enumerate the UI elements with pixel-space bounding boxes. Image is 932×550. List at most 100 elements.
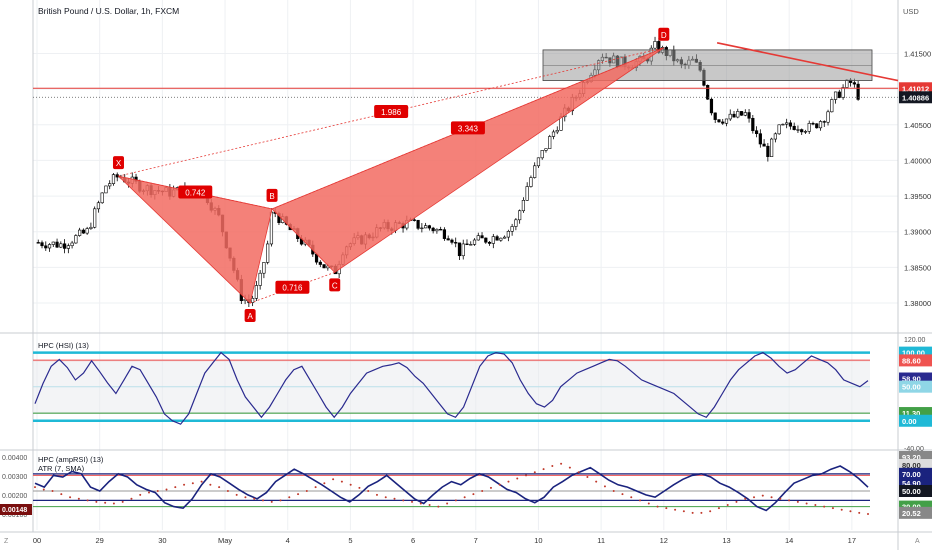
candle bbox=[762, 143, 766, 147]
atr-dot bbox=[551, 465, 554, 468]
candle bbox=[788, 122, 793, 127]
candle bbox=[424, 225, 428, 229]
amp-left-tick: 0.00200 bbox=[2, 493, 27, 500]
atr-dot bbox=[393, 497, 396, 500]
atr-dot bbox=[516, 477, 519, 480]
candle bbox=[803, 131, 808, 133]
candle bbox=[266, 243, 270, 263]
currency-label: USD bbox=[903, 7, 919, 16]
candle bbox=[856, 83, 860, 100]
candle bbox=[837, 91, 841, 98]
candle bbox=[258, 272, 262, 286]
atr-dot bbox=[788, 499, 791, 502]
atr-dot bbox=[375, 493, 378, 496]
atr-dot bbox=[498, 483, 501, 486]
candle bbox=[536, 157, 541, 167]
candle bbox=[766, 145, 770, 157]
atr-dot bbox=[577, 471, 580, 474]
point-label-d-text: D bbox=[661, 31, 667, 40]
point-label-b-text: B bbox=[269, 192, 274, 201]
candle bbox=[446, 238, 450, 241]
x-tick-label: 00 bbox=[33, 536, 41, 545]
ratio-line-bd bbox=[271, 47, 664, 210]
atr-dot bbox=[367, 490, 370, 492]
amp-series-line bbox=[34, 465, 869, 512]
atr-dot bbox=[454, 499, 457, 502]
atr-dot bbox=[244, 496, 247, 499]
atr-dot bbox=[42, 488, 45, 491]
point-label-c-bg bbox=[329, 278, 341, 292]
hsi-badge-1-text: 88.60 bbox=[902, 356, 921, 365]
candle bbox=[55, 241, 59, 248]
atr-dot bbox=[323, 482, 326, 485]
atr-dot bbox=[156, 490, 159, 492]
candle bbox=[420, 227, 424, 230]
zoom-icon: Z bbox=[4, 538, 9, 545]
candle bbox=[111, 174, 116, 184]
candle bbox=[773, 133, 777, 140]
atr-dot bbox=[533, 471, 536, 474]
candle bbox=[439, 228, 443, 231]
candle bbox=[833, 91, 838, 100]
x-tick-label: 7 bbox=[474, 536, 478, 545]
atr-dot bbox=[647, 502, 650, 505]
hsi-badge-2-text: 58.90 bbox=[902, 375, 921, 384]
atr-dot bbox=[349, 483, 352, 486]
x-tick-label: 13 bbox=[722, 536, 730, 545]
atr-dot bbox=[717, 507, 720, 510]
candle bbox=[454, 242, 458, 244]
candle bbox=[78, 229, 82, 236]
candle bbox=[44, 245, 48, 249]
candle bbox=[653, 41, 657, 49]
atr-dot bbox=[384, 496, 387, 499]
atr-dot bbox=[253, 497, 256, 500]
atr-dot bbox=[174, 486, 177, 489]
amp-title: HPC (ampRSI) (13) bbox=[38, 455, 104, 464]
candle bbox=[815, 123, 819, 129]
atr-dot bbox=[130, 497, 133, 500]
amp-badge-6: 20.52 bbox=[899, 506, 932, 519]
atr-dot bbox=[691, 511, 694, 514]
atr-dot bbox=[472, 493, 475, 496]
candle bbox=[104, 185, 108, 194]
candle bbox=[322, 264, 326, 269]
candle bbox=[533, 165, 537, 178]
x-tick-label: 17 bbox=[848, 536, 856, 545]
x-tick-label: 11 bbox=[597, 536, 605, 545]
atr-current-badge-bg bbox=[0, 504, 32, 515]
candle bbox=[472, 239, 477, 245]
harmonic-pattern bbox=[117, 47, 665, 304]
candle bbox=[732, 113, 736, 118]
candle bbox=[503, 236, 507, 239]
candle bbox=[262, 262, 266, 274]
candle bbox=[728, 113, 732, 120]
point-label-a-text: A bbox=[247, 312, 253, 321]
atr-dot bbox=[358, 486, 361, 489]
candle bbox=[47, 244, 52, 249]
amp-badge-4-text: 50.00 bbox=[902, 487, 921, 496]
candle bbox=[521, 200, 526, 212]
hsi-series-line bbox=[34, 351, 869, 425]
point-label-a: A bbox=[244, 309, 256, 323]
atr-dot bbox=[586, 475, 589, 478]
atr-dot bbox=[744, 497, 747, 500]
candle bbox=[476, 235, 480, 241]
x-tick-label: 30 bbox=[158, 536, 166, 545]
candle bbox=[484, 237, 488, 243]
candle bbox=[796, 129, 800, 131]
atr-dot bbox=[279, 499, 282, 502]
candle bbox=[555, 129, 559, 133]
ratio-label-x-d: 1.986 bbox=[374, 104, 409, 118]
atr-dots bbox=[34, 462, 869, 515]
candle bbox=[70, 242, 74, 246]
hsi-badge-4-text: 11.30 bbox=[902, 409, 920, 418]
candle bbox=[747, 112, 751, 119]
hsi-badge-1-bg bbox=[899, 354, 932, 367]
candle bbox=[81, 229, 85, 234]
candle bbox=[826, 111, 830, 123]
amp-badge-6-bg bbox=[899, 506, 932, 519]
atr-dot bbox=[709, 510, 712, 513]
candle bbox=[845, 79, 849, 88]
point-label-x-text: X bbox=[116, 159, 122, 168]
atr-dot bbox=[840, 508, 843, 511]
